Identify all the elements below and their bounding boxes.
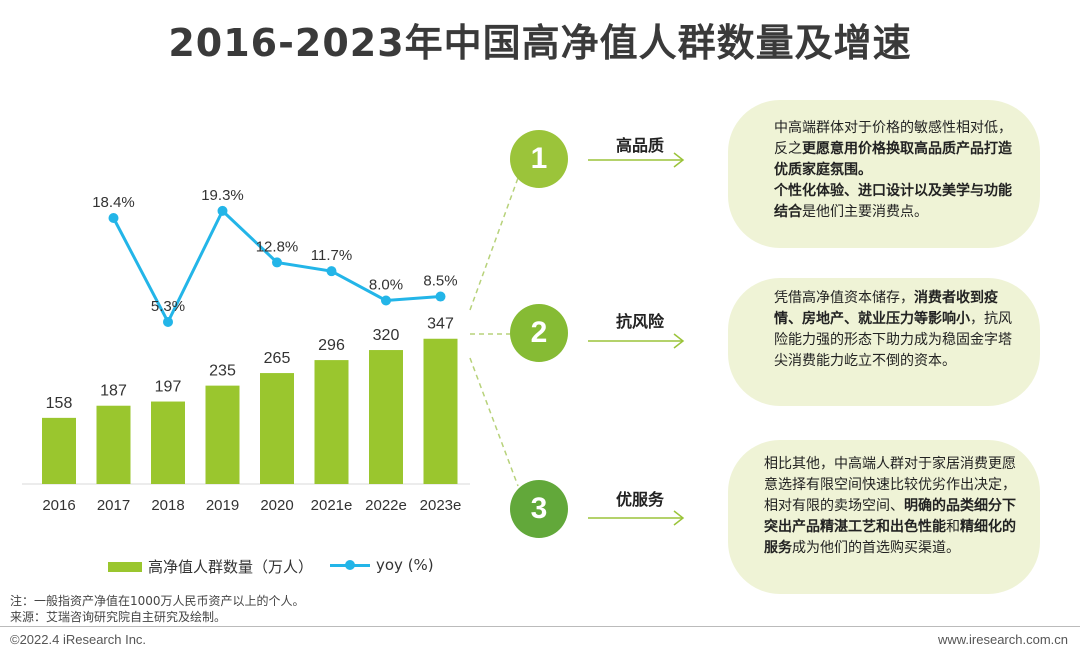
description-text: 中高端群体对于价格的敏感性相对低，反之: [774, 120, 1012, 157]
legend-line: yoy (%): [330, 556, 434, 574]
highlight-text: 个性化体验、进口设计以及美学与功能结合: [774, 183, 1012, 220]
highlight-text: 消费者收到疫情、房地产、就业压力等影响小: [774, 290, 998, 327]
x-tick-label: 2016: [42, 497, 75, 514]
point-number-circle: 2: [510, 304, 568, 362]
x-tick-label: 2017: [97, 497, 130, 514]
description-text: 相比其他，中高端人群对于家居消费更愿意选择有限空间快速比较优劣作出决定，相对有限…: [764, 456, 1016, 514]
page-title: 2016-2023年中国高净值人群数量及增速: [168, 21, 912, 65]
bar-value-label: 347: [427, 316, 454, 333]
footer-website: www.iresearch.com.cn: [937, 632, 1068, 647]
bar: [260, 373, 294, 484]
arrow-head: [673, 510, 685, 526]
yoy-point: [217, 205, 228, 216]
point-label: 抗风险: [616, 312, 665, 331]
description-text: 和: [946, 519, 960, 535]
x-tick-label: 2023e: [420, 497, 462, 514]
bar-value-label: 320: [373, 327, 400, 344]
bar-value-label: 265: [264, 350, 291, 367]
yoy-point: [163, 316, 173, 327]
highlight-text: 更愿意用价格换取高品质产品打造优质家庭氛围。: [774, 141, 1012, 178]
yoy-point: [272, 257, 282, 268]
yoy-value-label: 8.0%: [369, 277, 403, 294]
description-text: 是他们主要消费点。: [802, 204, 928, 220]
point-number-circle: 3: [510, 480, 568, 538]
point-label: 高品质: [616, 136, 665, 155]
legend-line-label: yoy (%): [376, 556, 434, 574]
bar-value-label: 187: [100, 383, 127, 400]
yoy-point: [326, 266, 337, 277]
yoy-value-label: 11.7%: [311, 247, 352, 264]
yoy-value-label: 18.4%: [92, 194, 135, 211]
x-tick-label: 2019: [206, 497, 239, 514]
bar-value-label: 296: [318, 337, 345, 354]
description-text: 凭借高净值资本储存，: [774, 290, 914, 306]
source-note: 来源：艾瑞咨询研究院自主研究及绘制。: [10, 610, 227, 624]
bar: [423, 338, 458, 484]
bar: [151, 401, 185, 484]
yoy-point: [108, 212, 119, 223]
point-label: 优服务: [616, 490, 665, 509]
bar-value-label: 235: [209, 363, 236, 380]
point-description-bubble: 中高端群体对于价格的敏感性相对低，反之更愿意用价格换取高品质产品打造优质家庭氛围…: [728, 100, 1040, 248]
bar-value-label: 197: [155, 379, 182, 396]
legend-bar-swatch: [108, 561, 142, 572]
yoy-value-label: 12.8%: [256, 238, 299, 255]
bar: [42, 417, 76, 484]
legend-bar: 高净值人群数量（万人）: [108, 556, 313, 577]
arrow-head: [673, 333, 685, 349]
yoy-value-label: 19.3%: [201, 187, 244, 204]
yoy-point: [381, 295, 391, 306]
bar: [369, 350, 403, 484]
yoy-value-label: 8.5%: [423, 273, 457, 290]
yoy-point: [435, 291, 446, 302]
x-tick-label: 2022e: [365, 497, 407, 514]
bar-value-label: 158: [46, 395, 73, 412]
highlight-text: 明确的品类细分下突出产品精湛工艺和出色性能: [764, 498, 1016, 535]
connector-line: [469, 357, 519, 487]
point-description-bubble: 凭借高净值资本储存，消费者收到疫情、房地产、就业压力等影响小，抗风险能力强的形态…: [728, 278, 1040, 406]
x-tick-label: 2018: [151, 497, 184, 514]
bar: [205, 385, 240, 484]
description-text: 成为他们的首选购买渠道。: [792, 540, 960, 556]
legend-bar-label: 高净值人群数量（万人）: [148, 558, 314, 576]
point-number-circle: 1: [510, 130, 568, 188]
highlight-text: 精细化的服务: [764, 519, 1016, 556]
point-description-bubble: 相比其他，中高端人群对于家居消费更愿意选择有限空间快速比较优劣作出决定，相对有限…: [728, 440, 1040, 594]
x-tick-label: 2020: [260, 497, 293, 514]
arrow-head: [673, 152, 685, 168]
x-tick-label: 2021e: [311, 497, 353, 514]
connector-lines: [469, 152, 685, 526]
footer-copyright: ©2022.4 iResearch Inc.: [10, 632, 147, 647]
legend-line-swatch: [330, 559, 370, 570]
footnote: 注：一般指资产净值在1000万人民币资产以上的个人。: [10, 594, 305, 608]
connector-line: [469, 177, 519, 311]
bar: [96, 405, 131, 484]
description-text: ，抗风险能力强的形态下助力成为稳固金字塔尖消费能力屹立不倒的资本。: [774, 311, 1012, 369]
footer-divider: [0, 626, 1080, 627]
bar: [314, 360, 349, 484]
yoy-value-label: 5.3%: [151, 298, 185, 315]
